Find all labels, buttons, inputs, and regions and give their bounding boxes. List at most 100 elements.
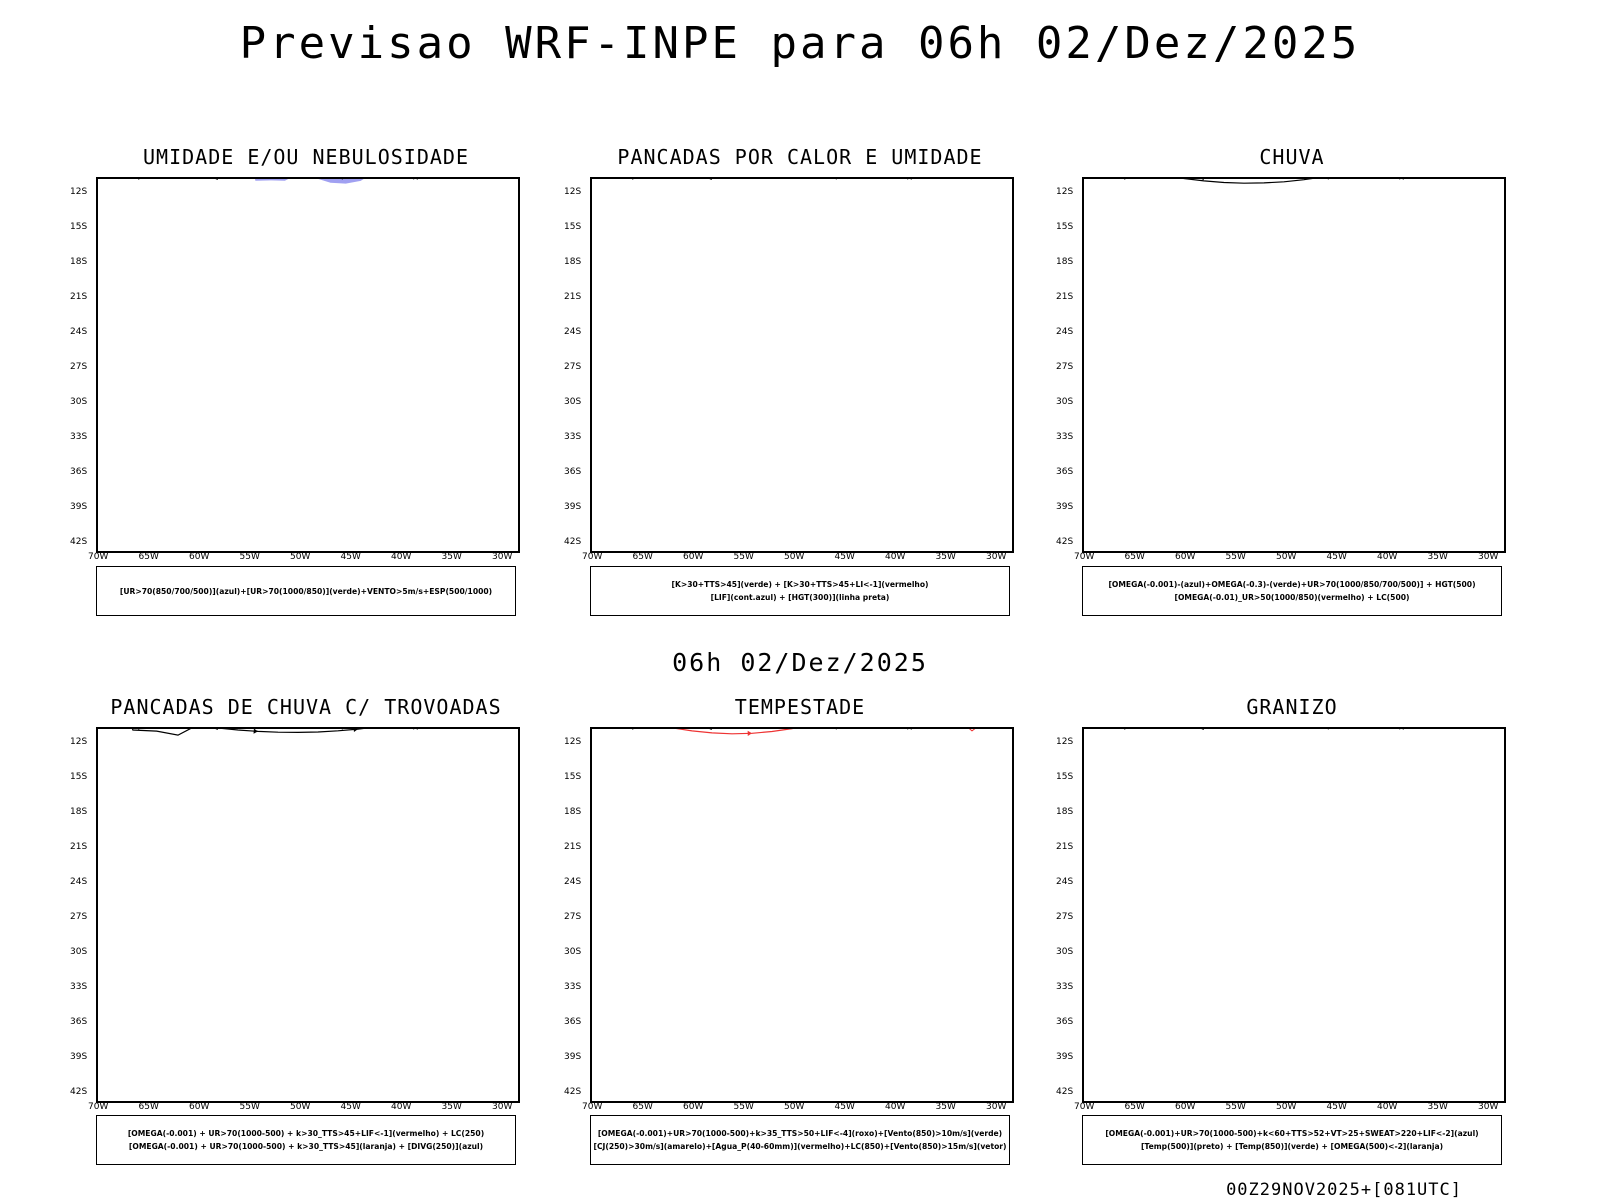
lat-tick-label: 42S	[1056, 1087, 1074, 1097]
lat-tick-label: 12S	[564, 187, 582, 197]
lon-tick-label: 65W	[632, 552, 653, 562]
panel-6-map: 12121518	[1082, 727, 1506, 1103]
lon-tick-label: 55W	[1225, 1102, 1246, 1112]
lat-tick-label: 36S	[564, 467, 582, 477]
lon-tick-label: 60W	[1175, 1102, 1196, 1112]
lon-tick-label: 65W	[1124, 1102, 1145, 1112]
lon-tick-label: 50W	[784, 552, 805, 562]
lon-tick-label: 55W	[733, 552, 754, 562]
panel-2-legend: [K>30+TTS>45](verde) + [K>30+TTS>45+LI<-…	[590, 566, 1010, 616]
lat-tick-label: 24S	[70, 877, 88, 887]
lat-tick-label: 39S	[564, 1052, 582, 1062]
lon-tick-label: 70W	[1074, 552, 1095, 562]
panel-3-map: 579579573570567564561558555584	[1082, 177, 1506, 553]
lon-tick-label: 30W	[986, 1102, 1007, 1112]
lon-tick-label: 55W	[1225, 552, 1246, 562]
lon-tick-label: 45W	[1326, 1102, 1347, 1112]
lat-tick-label: 21S	[564, 292, 582, 302]
lon-tick-label: 40W	[885, 552, 906, 562]
lat-tick-label: 15S	[564, 222, 582, 232]
lat-tick-label: 42S	[564, 537, 582, 547]
lat-tick-label: 36S	[70, 1017, 88, 1027]
lat-tick-label: 18S	[1056, 807, 1074, 817]
lat-tick-label: 21S	[70, 842, 88, 852]
panel-5-map	[590, 727, 1014, 1103]
lat-tick-label: 24S	[1056, 327, 1074, 337]
lon-tick-label: 55W	[733, 1102, 754, 1112]
lon-tick-label: 30W	[492, 1102, 513, 1112]
lat-tick-label: 42S	[70, 537, 88, 547]
lat-tick-label: 39S	[70, 1052, 88, 1062]
lat-tick-label: 12S	[564, 737, 582, 747]
lon-tick-label: 30W	[492, 552, 513, 562]
lat-tick-label: 33S	[1056, 982, 1074, 992]
main-title: Previsao WRF-INPE para 06h 02/Dez/2025	[239, 18, 1361, 69]
lat-tick-label: 21S	[1056, 292, 1074, 302]
lat-tick-label: 15S	[70, 222, 88, 232]
panel-5-map-svg	[632, 729, 976, 736]
panel-5-legend-line-1: [OMEGA(-0.001)+UR>70(1000-500)+k>35_TTS>…	[597, 1129, 1003, 1138]
lat-tick-label: 12S	[1056, 187, 1074, 197]
lat-tick-label: 24S	[70, 327, 88, 337]
panel-3-map-svg: 579579573570567564561558555584	[1124, 179, 1404, 184]
panel-2-map-svg	[632, 179, 912, 180]
panel-2-title: PANCADAS POR CALOR E UMIDADE	[617, 145, 983, 169]
panel-4-legend: [OMEGA(-0.001) + UR>70(1000-500) + k>30_…	[96, 1115, 516, 1165]
lat-tick-label: 30S	[70, 397, 88, 407]
lat-tick-label: 39S	[70, 502, 88, 512]
lat-tick-label: 36S	[564, 1017, 582, 1027]
lat-tick-label: 15S	[564, 772, 582, 782]
panel-3-legend-line-2: [OMEGA(-0.01)_UR>50(1000/850)(vermelho) …	[1174, 593, 1410, 602]
panel-2-map	[590, 177, 1014, 553]
panel-1-map-svg: 1008100810081012101210081008100810121016…	[138, 179, 418, 184]
lat-tick-label: 18S	[70, 257, 88, 267]
panel-2-legend-line-2: [LIF](cont.azul) + [HGT(300)](linha pret…	[710, 593, 890, 602]
lon-tick-label: 65W	[632, 1102, 653, 1112]
lon-tick-label: 45W	[834, 552, 855, 562]
lon-tick-label: 60W	[189, 552, 210, 562]
lon-tick-label: 30W	[986, 552, 1007, 562]
panel-6-legend: [OMEGA(-0.001)+UR>70(1000-500)+k<60+TTS>…	[1082, 1115, 1502, 1165]
lon-tick-label: 70W	[88, 1102, 109, 1112]
lon-tick-label: 40W	[391, 552, 412, 562]
lon-tick-label: 40W	[1377, 552, 1398, 562]
lon-tick-label: 40W	[885, 1102, 906, 1112]
panel-6-legend-line-2: [Temp(500)](preto) + [Temp(850)](verde) …	[1140, 1142, 1444, 1151]
lat-tick-label: 12S	[1056, 737, 1074, 747]
lon-tick-label: 45W	[1326, 552, 1347, 562]
lat-tick-label: 27S	[1056, 362, 1074, 372]
run-time-footer: 00Z29NOV2025+[081UTC]	[1226, 1180, 1462, 1200]
lat-tick-label: 27S	[70, 912, 88, 922]
lat-tick-label: 39S	[1056, 502, 1074, 512]
lon-tick-label: 70W	[88, 552, 109, 562]
lon-tick-label: 60W	[683, 1102, 704, 1112]
lon-tick-label: 50W	[290, 1102, 311, 1112]
lat-tick-label: 18S	[1056, 257, 1074, 267]
lat-tick-label: 21S	[564, 842, 582, 852]
lat-tick-label: 18S	[70, 807, 88, 817]
lat-tick-label: 42S	[564, 1087, 582, 1097]
lon-tick-label: 50W	[1276, 1102, 1297, 1112]
lon-tick-label: 35W	[935, 552, 956, 562]
lat-tick-label: 21S	[1056, 842, 1074, 852]
lon-tick-label: 35W	[1427, 1102, 1448, 1112]
lat-tick-label: 36S	[1056, 1017, 1074, 1027]
panel-5-legend: [OMEGA(-0.001)+UR>70(1000-500)+k>35_TTS>…	[590, 1115, 1010, 1165]
panel-4-map-svg	[131, 729, 418, 736]
lat-tick-label: 36S	[70, 467, 88, 477]
panel-2-legend-line-1: [K>30+TTS>45](verde) + [K>30+TTS>45+LI<-…	[671, 580, 929, 589]
panel-1-map: 1008100810081012101210081008100810121016…	[96, 177, 520, 553]
lat-tick-label: 18S	[564, 257, 582, 267]
lon-tick-label: 70W	[582, 1102, 603, 1112]
lat-tick-label: 36S	[1056, 467, 1074, 477]
lat-tick-label: 33S	[1056, 432, 1074, 442]
lat-tick-label: 33S	[564, 432, 582, 442]
lat-tick-label: 39S	[564, 502, 582, 512]
panel-6-title: GRANIZO	[1246, 695, 1338, 719]
panel-1-legend: [UR>70(850/700/500)](azul)+[UR>70(1000/8…	[96, 566, 516, 616]
lat-tick-label: 18S	[564, 807, 582, 817]
lon-tick-label: 30W	[1478, 1102, 1499, 1112]
panel-6-map-svg: 12121518	[1124, 729, 1404, 730]
lat-tick-label: 12S	[70, 737, 88, 747]
lon-tick-label: 50W	[1276, 552, 1297, 562]
